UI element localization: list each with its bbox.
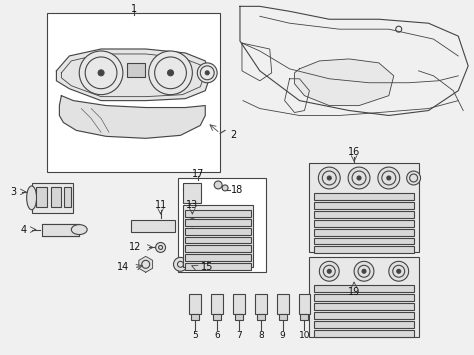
Circle shape	[407, 171, 420, 185]
Bar	[314, 193, 414, 200]
Bar	[190, 294, 201, 314]
Text: 11: 11	[155, 200, 167, 210]
Bar	[183, 183, 201, 203]
Text: 17: 17	[192, 169, 204, 179]
Circle shape	[98, 70, 104, 76]
Text: 10: 10	[299, 331, 310, 340]
Bar	[185, 210, 251, 217]
Text: 15: 15	[201, 262, 213, 272]
Bar	[255, 294, 267, 314]
Ellipse shape	[71, 225, 87, 235]
Bar	[299, 294, 310, 314]
Polygon shape	[139, 256, 153, 272]
Bar	[127, 63, 145, 77]
Bar	[191, 314, 199, 320]
Text: 6: 6	[214, 331, 220, 340]
Polygon shape	[59, 95, 205, 138]
Bar	[314, 229, 414, 235]
Circle shape	[357, 176, 361, 180]
Text: 5: 5	[192, 331, 198, 340]
Bar	[301, 314, 309, 320]
Circle shape	[173, 257, 187, 271]
Circle shape	[327, 269, 331, 273]
Circle shape	[185, 216, 199, 230]
Bar	[314, 312, 414, 319]
Circle shape	[205, 71, 209, 75]
Bar	[42, 224, 79, 235]
Bar	[314, 330, 414, 337]
Text: 14: 14	[117, 262, 129, 272]
Circle shape	[319, 167, 340, 189]
Bar	[257, 314, 265, 320]
Bar	[32, 183, 73, 213]
Circle shape	[348, 167, 370, 189]
Text: 3: 3	[11, 187, 17, 197]
Bar	[314, 211, 414, 218]
Bar	[185, 255, 251, 261]
Circle shape	[378, 167, 400, 189]
Circle shape	[214, 181, 222, 189]
Bar	[36, 187, 47, 207]
Bar	[314, 303, 414, 310]
Bar	[310, 163, 419, 252]
Bar	[277, 294, 289, 314]
Bar	[314, 321, 414, 328]
Bar	[314, 237, 414, 245]
Circle shape	[389, 261, 409, 281]
Circle shape	[387, 176, 391, 180]
Circle shape	[362, 269, 366, 273]
Text: 19: 19	[348, 287, 360, 297]
Ellipse shape	[27, 186, 36, 210]
Circle shape	[79, 51, 123, 95]
Bar	[185, 219, 251, 226]
Circle shape	[222, 185, 228, 191]
Bar	[211, 294, 223, 314]
Polygon shape	[56, 49, 210, 100]
Text: 7: 7	[236, 331, 242, 340]
Polygon shape	[294, 59, 394, 105]
Bar	[183, 205, 253, 267]
Circle shape	[197, 63, 217, 83]
Circle shape	[397, 269, 401, 273]
Bar	[64, 187, 71, 207]
Bar	[52, 187, 62, 207]
Bar	[279, 314, 287, 320]
Text: 1: 1	[131, 4, 137, 14]
Text: 16: 16	[348, 147, 360, 157]
Bar	[46, 13, 220, 172]
Text: 4: 4	[21, 225, 27, 235]
Bar	[185, 263, 251, 270]
Bar	[314, 220, 414, 226]
Circle shape	[167, 70, 173, 76]
Text: 8: 8	[258, 331, 264, 340]
Bar	[179, 178, 266, 272]
Text: 13: 13	[186, 200, 199, 210]
Text: 9: 9	[280, 331, 285, 340]
Text: 18: 18	[231, 185, 243, 195]
Bar	[314, 202, 414, 209]
Circle shape	[149, 51, 192, 95]
Circle shape	[354, 261, 374, 281]
Bar	[213, 314, 221, 320]
Bar	[131, 220, 175, 231]
Bar	[185, 228, 251, 235]
Bar	[314, 285, 414, 292]
Circle shape	[327, 176, 331, 180]
Text: 2: 2	[230, 130, 236, 140]
Bar	[233, 294, 245, 314]
Text: 12: 12	[128, 242, 141, 252]
Circle shape	[319, 261, 339, 281]
Ellipse shape	[54, 225, 69, 235]
Circle shape	[155, 242, 165, 252]
Bar	[314, 246, 414, 253]
Bar	[185, 245, 251, 252]
Bar	[235, 314, 243, 320]
Bar	[314, 294, 414, 301]
Bar	[185, 236, 251, 244]
Bar	[310, 257, 419, 337]
